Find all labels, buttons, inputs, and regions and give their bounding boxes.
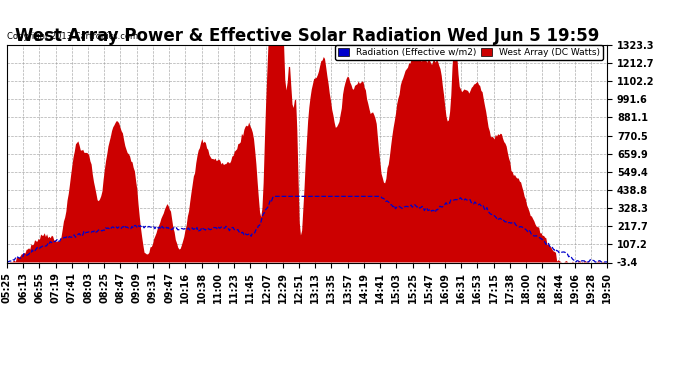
Legend: Radiation (Effective w/m2), West Array (DC Watts): Radiation (Effective w/m2), West Array (… [335, 45, 602, 60]
Text: Copyright 2013 Cartronics.com: Copyright 2013 Cartronics.com [7, 32, 138, 40]
Title: West Array Power & Effective Solar Radiation Wed Jun 5 19:59: West Array Power & Effective Solar Radia… [15, 27, 599, 45]
